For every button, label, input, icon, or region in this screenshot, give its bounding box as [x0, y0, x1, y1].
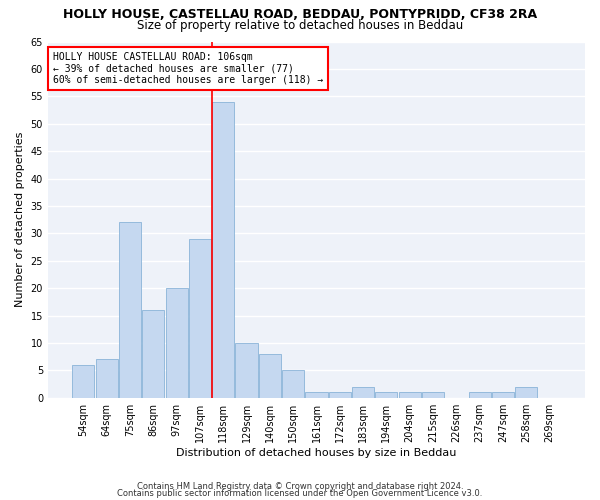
- Bar: [119, 222, 141, 398]
- Bar: [422, 392, 444, 398]
- Bar: [166, 288, 188, 398]
- Bar: [492, 392, 514, 398]
- X-axis label: Distribution of detached houses by size in Beddau: Distribution of detached houses by size …: [176, 448, 457, 458]
- Bar: [95, 360, 118, 398]
- Bar: [376, 392, 397, 398]
- Bar: [189, 239, 211, 398]
- Bar: [305, 392, 328, 398]
- Text: Size of property relative to detached houses in Beddau: Size of property relative to detached ho…: [137, 18, 463, 32]
- Bar: [73, 365, 94, 398]
- Bar: [352, 386, 374, 398]
- Y-axis label: Number of detached properties: Number of detached properties: [15, 132, 25, 308]
- Text: HOLLY HOUSE, CASTELLAU ROAD, BEDDAU, PONTYPRIDD, CF38 2RA: HOLLY HOUSE, CASTELLAU ROAD, BEDDAU, PON…: [63, 8, 537, 20]
- Bar: [329, 392, 351, 398]
- Bar: [398, 392, 421, 398]
- Text: HOLLY HOUSE CASTELLAU ROAD: 106sqm
← 39% of detached houses are smaller (77)
60%: HOLLY HOUSE CASTELLAU ROAD: 106sqm ← 39%…: [53, 52, 323, 86]
- Bar: [212, 102, 235, 398]
- Bar: [469, 392, 491, 398]
- Bar: [259, 354, 281, 398]
- Bar: [515, 386, 537, 398]
- Bar: [142, 310, 164, 398]
- Text: Contains public sector information licensed under the Open Government Licence v3: Contains public sector information licen…: [118, 488, 482, 498]
- Bar: [282, 370, 304, 398]
- Text: Contains HM Land Registry data © Crown copyright and database right 2024.: Contains HM Land Registry data © Crown c…: [137, 482, 463, 491]
- Bar: [235, 343, 257, 398]
